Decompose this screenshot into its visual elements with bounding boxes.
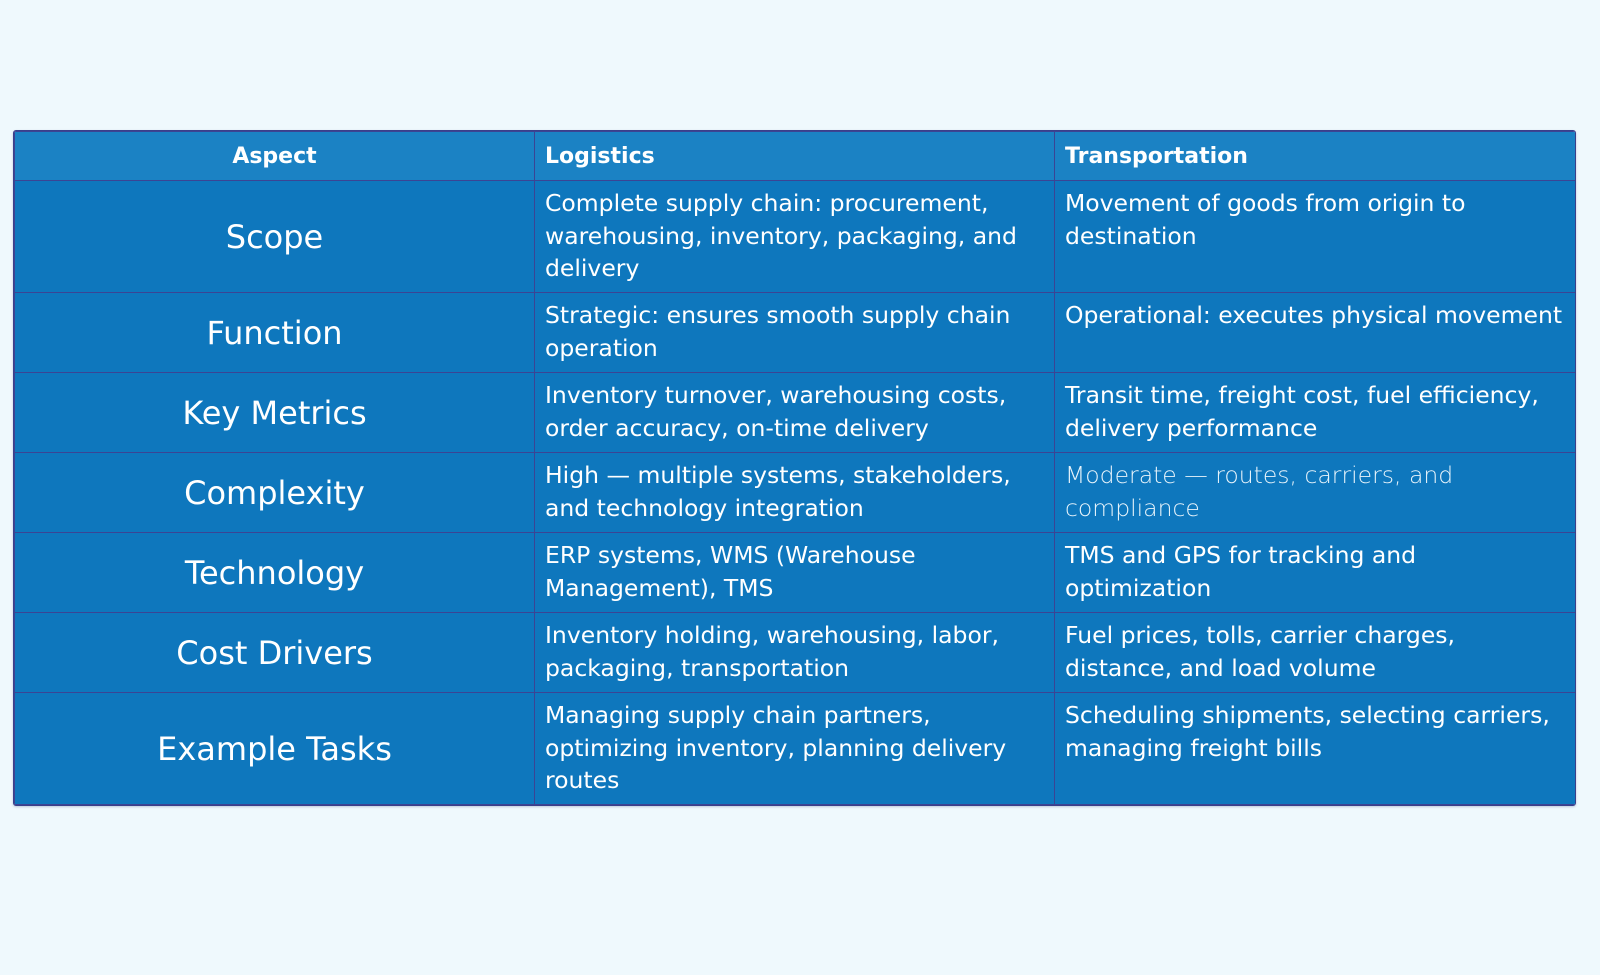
table-row: Key Metrics Inventory turnover, warehous… xyxy=(14,372,1575,453)
transportation-cell: Movement of goods from origin to destina… xyxy=(1054,180,1575,293)
transportation-cell: Transit time, freight cost, fuel efficie… xyxy=(1054,372,1575,453)
logistics-cell: Inventory holding, warehousing, labor, p… xyxy=(534,612,1055,693)
aspect-cell: Scope xyxy=(14,180,535,293)
transportation-cell: Scheduling shipments, selecting carriers… xyxy=(1054,692,1575,805)
transportation-cell: Fuel prices, tolls, carrier charges, dis… xyxy=(1054,612,1575,693)
table-row: Scope Complete supply chain: procurement… xyxy=(14,180,1575,293)
table-row: Function Strategic: ensures smooth suppl… xyxy=(14,292,1575,373)
logistics-cell: Complete supply chain: procurement, ware… xyxy=(534,180,1055,293)
table-row: Example Tasks Managing supply chain part… xyxy=(14,692,1575,805)
aspect-cell: Example Tasks xyxy=(14,692,535,805)
transportation-cell: TMS and GPS for tracking and optimizatio… xyxy=(1054,532,1575,613)
table-row: Technology ERP systems, WMS (Warehouse M… xyxy=(14,532,1575,613)
logistics-cell: Managing supply chain partners, optimizi… xyxy=(534,692,1055,805)
aspect-cell: Cost Drivers xyxy=(14,612,535,693)
logistics-vs-transportation-table: Aspect Logistics Transportation Scope Co… xyxy=(14,131,1575,805)
logistics-cell: Inventory turnover, warehousing costs, o… xyxy=(534,372,1055,453)
transportation-cell: Moderate — routes, carriers, and complia… xyxy=(1054,452,1575,533)
aspect-cell: Technology xyxy=(14,532,535,613)
transportation-cell: Operational: executes physical movement xyxy=(1054,292,1575,373)
logistics-cell: ERP systems, WMS (Warehouse Management),… xyxy=(534,532,1055,613)
aspect-cell: Key Metrics xyxy=(14,372,535,453)
table-header-row: Aspect Logistics Transportation xyxy=(14,131,1575,181)
table-row: Cost Drivers Inventory holding, warehous… xyxy=(14,612,1575,693)
comparison-table-container: Aspect Logistics Transportation Scope Co… xyxy=(13,130,1576,806)
table-row: Complexity High — multiple systems, stak… xyxy=(14,452,1575,533)
logistics-cell: High — multiple systems, stakeholders, a… xyxy=(534,452,1055,533)
header-aspect: Aspect xyxy=(14,131,535,181)
header-transportation: Transportation xyxy=(1054,131,1575,181)
logistics-cell: Strategic: ensures smooth supply chain o… xyxy=(534,292,1055,373)
aspect-cell: Complexity xyxy=(14,452,535,533)
aspect-cell: Function xyxy=(14,292,535,373)
header-logistics: Logistics xyxy=(534,131,1055,181)
